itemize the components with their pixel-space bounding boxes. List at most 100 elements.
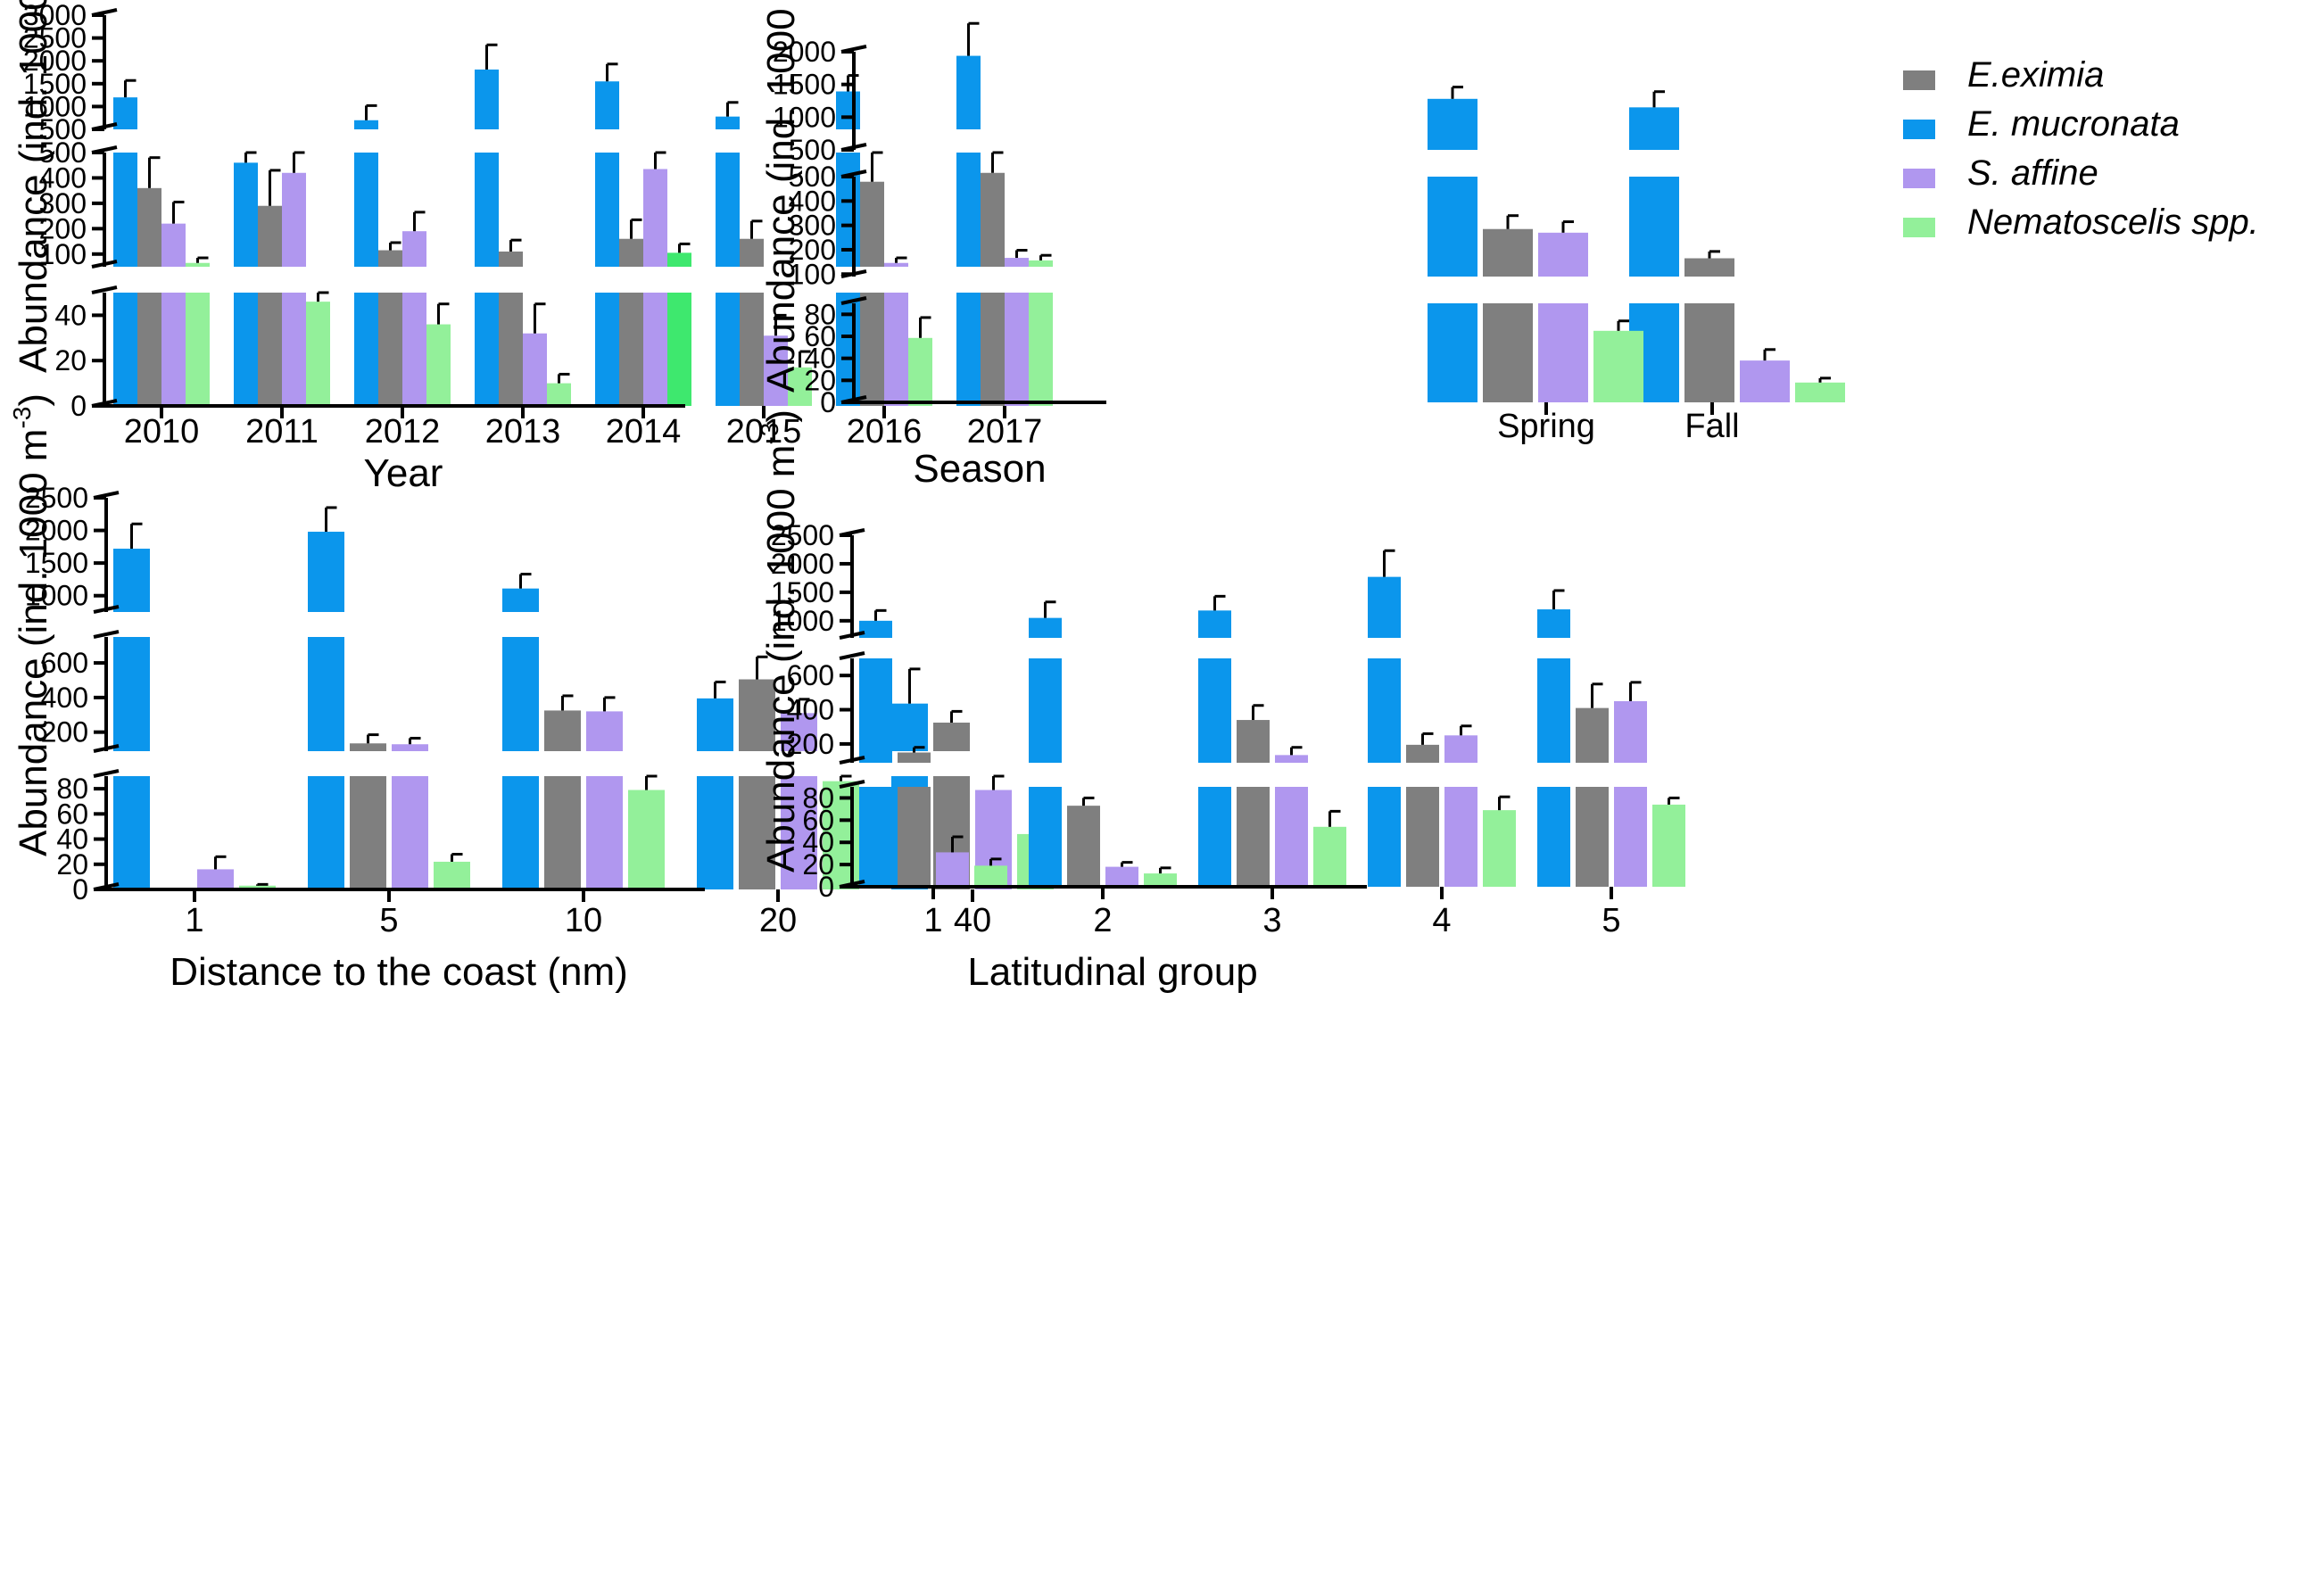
bar-nematoscelis-spp-2013-seg [547,383,571,406]
bar-e-mucronata-20-seg [697,698,733,751]
bar-s-affine-20 [781,698,817,889]
bar-s-affine-2012 [402,211,426,406]
bar-s-affine-2017-seg [1005,293,1029,406]
bar-nematoscelis-spp-2015 [788,350,812,406]
bar-e-mucronata-1-seg [859,787,892,887]
bar-s-affine-2016-seg [884,293,908,406]
bar-e-mucronata-40-seg [891,703,928,751]
bar-e-mucronata-2015-seg [716,116,740,129]
bar-e-mucronata-2-seg [1029,658,1062,763]
axis-break-mark [93,769,120,778]
legend-swatch-e-eximia [1903,70,1935,90]
legend-swatch-s-affine [1903,169,1935,188]
y-tick-label: 20 [54,344,87,376]
bar-e-eximia-40-seg [933,723,970,751]
bar-s-affine-2013-seg [523,333,547,406]
y-tick-label: 1000 [771,605,834,637]
x-tick-label: 2014 [606,413,682,451]
y-tick-label: 2500 [23,22,87,54]
y-tick-label: 400 [39,161,87,194]
bar-s-affine-1-seg [197,869,234,889]
x-tick-label: Spring [1497,408,1595,445]
x-axis-title: Year [364,451,443,495]
bar-e-eximia-fall [1684,250,1734,402]
bar-e-mucronata-2014 [595,62,619,406]
bar-e-eximia-1-seg [898,787,931,887]
x-tick-label: 2013 [485,413,561,451]
legend-swatch-nematoscelis [1903,218,1935,237]
bar-s-affine-fall [1740,348,1790,402]
bar-nematoscelis-spp-2 [1144,866,1177,887]
bar-e-eximia-2016-seg [860,293,884,406]
bar-e-mucronata-4-seg [1368,658,1401,763]
bar-s-affine-2011-seg [282,293,306,406]
bar-s-affine-3-seg [1275,787,1308,887]
y-tick-label: 1000 [773,101,836,133]
bar-e-mucronata-10-seg [502,776,539,889]
bar-s-affine-2010-seg [161,293,186,406]
bar-s-affine-2012-seg [402,293,426,406]
y-tick-label: 500 [39,113,87,145]
bar-s-affine-spring [1538,220,1588,402]
bar-e-mucronata-2013 [475,43,499,406]
bar-s-affine-1 [197,855,234,889]
bar-s-affine-2 [1105,861,1138,887]
bar-s-affine-4-seg [1444,787,1477,887]
bar-s-affine-2014-seg [643,293,667,406]
bar-e-mucronata-2015-seg [716,153,740,267]
bar-e-mucronata-10 [502,573,539,889]
axis-break-mark [840,296,867,305]
bar-s-affine-5 [1614,681,1647,887]
bar-e-mucronata-2016-seg [836,293,860,406]
bar-e-mucronata-1 [113,522,150,889]
axis-break-mark [93,605,120,614]
bar-e-mucronata-2-seg [1029,617,1062,638]
bar-e-mucronata-5-seg [1537,787,1570,887]
bar-s-affine-20-seg [781,713,817,751]
bar-e-eximia-4-seg [1406,787,1439,887]
bar-e-mucronata-2012-seg [354,153,378,267]
bar-nematoscelis-spp-2016 [908,316,932,406]
y-tick-label: 600 [41,647,88,679]
bar-s-affine-20-seg [781,776,817,889]
bar-e-eximia-2 [1067,796,1100,887]
bar-nematoscelis-spp-fall-seg [1795,382,1845,402]
bar-e-mucronata-20 [697,680,733,889]
bar-e-mucronata-2013-seg [475,69,499,129]
bar-nematoscelis-spp-2014-seg [667,252,691,267]
y-tick-label: 500 [39,136,87,169]
bar-nematoscelis-spp-2-seg [1144,873,1177,887]
bar-s-affine-2017 [1005,249,1029,406]
bar-e-mucronata-2010 [113,79,137,406]
x-tick-label: 5 [379,902,398,939]
y-tick-label: 0 [818,871,834,903]
bar-e-mucronata-5 [1537,589,1570,887]
bar-nematoscelis-spp-5 [1652,796,1685,887]
bar-s-affine-2014 [643,151,667,406]
y-tick-label: 2000 [771,548,834,580]
bar-s-affine-2010 [161,200,186,406]
bar-e-mucronata-3-seg [1198,658,1231,763]
bar-s-affine-10-seg [586,711,623,751]
x-axis-title: Season [913,447,1046,491]
bar-e-mucronata-5-seg [308,637,344,751]
bar-e-mucronata-10-seg [502,588,539,612]
bar-e-mucronata-2015-seg [716,293,740,406]
bar-e-eximia-2017-seg [981,293,1005,406]
bar-s-affine-1-seg [936,852,969,887]
x-tick-label: Fall [1684,408,1739,445]
bar-e-mucronata-2017-seg [956,293,981,406]
legend-entry: S. affine [1903,153,2098,193]
bar-s-affine-fall-seg [1740,360,1790,402]
bar-e-mucronata-1-seg [859,658,892,763]
bar-e-mucronata-2012-seg [354,120,378,129]
bar-s-affine-3 [1275,746,1308,887]
bar-e-eximia-20-seg [739,679,775,751]
bar-e-mucronata-2017 [956,21,981,406]
bar-e-eximia-fall-seg [1684,303,1734,402]
y-tick-label: 40 [56,823,88,856]
